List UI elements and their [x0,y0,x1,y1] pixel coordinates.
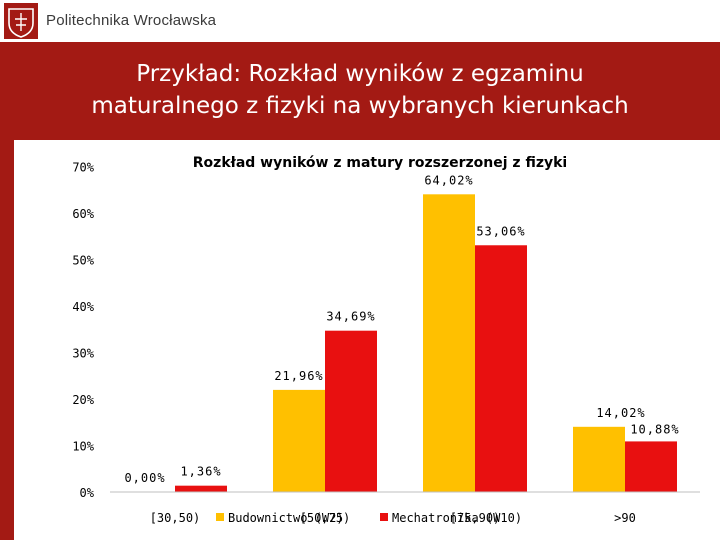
data-label: 14,02% [596,406,645,420]
bar [273,389,325,492]
chart-title: Rozkład wyników z matury rozszerzonej z … [193,155,567,171]
university-emblem-icon [4,3,38,39]
bar [423,194,475,492]
y-tick-label: 0% [80,486,95,500]
legend-label: Budownictwo (W2) [228,511,344,525]
x-tick-label: [30,50) [150,511,201,525]
legend-label: Mechatronika (W10) [392,511,522,525]
top-bar: Politechnika Wrocławska [0,0,720,42]
data-label: 21,96% [274,369,323,383]
legend-swatch [380,513,388,521]
bar [625,441,677,492]
y-tick-label: 70% [72,161,94,175]
slide-title-line-2: maturalnego z fizyki na wybranych kierun… [91,93,629,119]
university-name: Politechnika Wrocławska [46,12,217,29]
data-label: 34,69% [326,310,375,324]
x-tick-label: [50,75) [300,511,351,525]
bar [573,426,625,492]
x-tick-label: [75,90) [450,511,501,525]
y-tick-label: 10% [72,440,94,454]
y-tick-label: 50% [72,254,94,268]
data-label: 10,88% [630,422,679,436]
bar [325,330,377,492]
y-tick-label: 30% [72,347,94,361]
slide-title: Przykład: Rozkład wyników z egzaminu mat… [40,58,680,122]
data-label: 64,02% [424,173,473,187]
bar [175,485,227,492]
title-band [0,42,720,140]
data-label: 0,00% [124,471,165,485]
y-tick-label: 60% [72,207,94,221]
x-tick-label: >90 [614,511,636,525]
y-tick-label: 40% [72,300,94,314]
data-label: 1,36% [180,465,221,479]
legend-swatch [216,513,224,521]
data-label: 53,06% [476,224,525,238]
slide-title-line-1: Przykład: Rozkład wyników z egzaminu [136,61,584,87]
bar [475,245,527,492]
left-accent-bar [0,140,14,540]
y-tick-label: 20% [72,393,94,407]
